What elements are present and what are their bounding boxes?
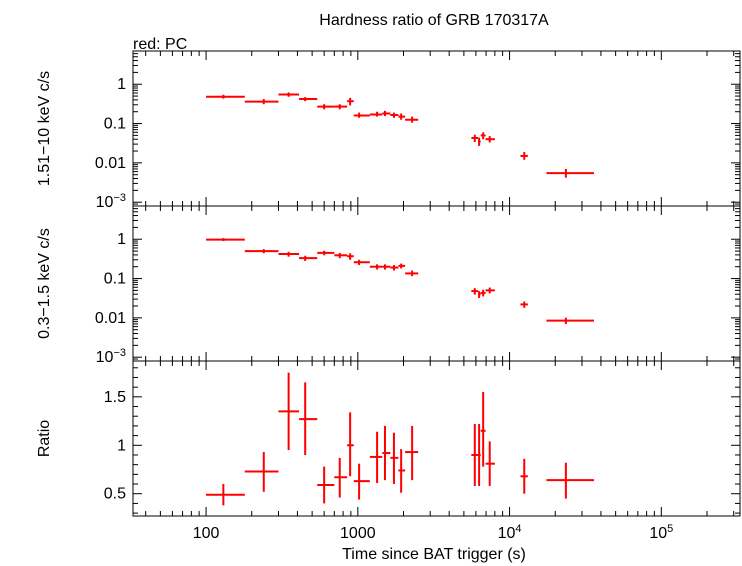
x-tick-label: 105 <box>649 523 673 542</box>
data-point <box>485 441 495 486</box>
data-series <box>206 238 594 324</box>
y-ticks <box>133 205 740 362</box>
data-point <box>485 287 495 294</box>
y-tick-label: 0.5 <box>104 486 126 503</box>
data-series <box>206 92 594 178</box>
data-point <box>405 270 419 277</box>
data-point <box>382 110 391 117</box>
data-point <box>405 425 419 481</box>
data-point <box>382 264 391 270</box>
data-point <box>369 431 383 484</box>
y-tick-label: 1 <box>117 76 126 93</box>
data-point <box>334 457 348 498</box>
data-point <box>353 463 370 500</box>
x-ticks <box>145 206 735 361</box>
data-point <box>353 112 370 118</box>
data-point <box>299 97 318 102</box>
data-point <box>382 425 391 481</box>
data-point <box>398 449 406 493</box>
x-ticks <box>145 361 735 516</box>
y-tick-label: 0.1 <box>104 116 126 133</box>
data-point <box>546 462 594 499</box>
panel-frame <box>132 360 741 517</box>
y-ticks <box>133 50 740 207</box>
legend-text: red: PC <box>133 36 187 53</box>
data-point <box>480 132 486 140</box>
data-point <box>299 382 318 455</box>
data-point <box>546 168 594 178</box>
y-tick-label: 10−3 <box>96 192 126 211</box>
y-tick-label: 0.01 <box>95 310 126 327</box>
data-point <box>520 151 528 160</box>
panel-frame <box>132 50 741 207</box>
panel-frame <box>132 205 741 362</box>
y-tick-label: 0.01 <box>95 155 126 172</box>
data-point <box>278 251 300 257</box>
x-tick-label: 1000 <box>340 525 376 542</box>
data-point <box>471 134 479 142</box>
data-point <box>390 432 399 485</box>
data-point <box>334 104 348 110</box>
data-point <box>244 249 279 254</box>
panel-hard-band: 1 0.1 0.01 10−3 1.51−10 keV c/s <box>36 50 741 211</box>
y-axis-label: Ratio <box>36 420 53 457</box>
data-point <box>398 263 406 269</box>
x-axis-label: Time since BAT trigger (s) <box>342 546 526 563</box>
data-point <box>520 458 528 494</box>
data-point <box>317 250 335 256</box>
data-point <box>278 372 300 451</box>
data-point <box>520 301 528 308</box>
data-point <box>390 265 399 271</box>
y-tick-label: 0.1 <box>104 271 126 288</box>
y-axis-label: 0.3−1.5 keV c/s <box>36 228 53 339</box>
data-point <box>405 116 419 123</box>
data-point <box>347 253 354 260</box>
data-point <box>206 94 245 99</box>
panel-ratio: 0.5 1 1.5 Ratio <box>36 360 741 517</box>
y-tick-label: 1 <box>117 437 126 454</box>
data-point <box>480 289 486 297</box>
data-point <box>317 104 335 110</box>
data-point <box>317 466 335 504</box>
data-point <box>480 392 486 467</box>
data-point <box>369 111 383 117</box>
data-point <box>206 484 245 506</box>
data-point <box>299 255 318 261</box>
data-point <box>206 238 245 242</box>
panel-soft-band: 1 0.1 0.01 10−3 0.3−1.5 keV c/s <box>36 205 741 366</box>
x-tick-label: 100 <box>193 525 220 542</box>
data-point <box>347 97 354 106</box>
y-tick-label: 1 <box>117 231 126 248</box>
chart-title: Hardness ratio of GRB 170317A <box>319 12 549 29</box>
y-ticks <box>133 367 740 514</box>
y-tick-label: 1.5 <box>104 389 126 406</box>
data-point <box>353 259 370 266</box>
data-point <box>278 92 300 97</box>
data-point <box>398 113 406 120</box>
y-axis-label: 1.51−10 keV c/s <box>36 71 53 186</box>
data-point <box>244 99 279 105</box>
data-point <box>347 412 354 477</box>
data-point <box>390 112 399 118</box>
data-point <box>478 291 481 299</box>
data-point <box>471 423 479 486</box>
y-tick-label: 10−3 <box>96 347 126 366</box>
data-point <box>244 452 279 492</box>
x-ticks <box>145 51 735 206</box>
data-point <box>478 137 481 146</box>
x-tick-label: 104 <box>498 523 522 542</box>
data-series <box>206 372 594 506</box>
data-point <box>369 264 383 270</box>
data-point <box>471 288 479 295</box>
data-point <box>478 423 481 486</box>
data-point <box>546 317 594 324</box>
data-point <box>334 252 348 259</box>
data-point <box>485 136 495 143</box>
